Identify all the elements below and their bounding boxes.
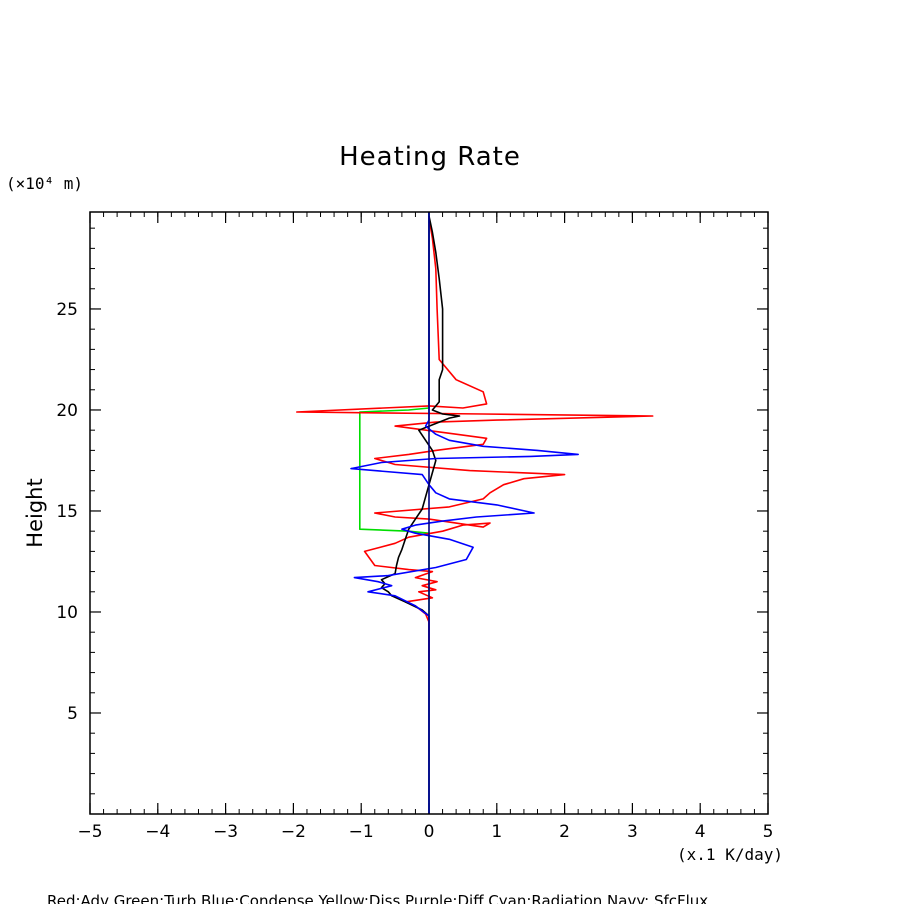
series-line-red-adv: [295, 217, 654, 661]
x-tick-labels: −5 −4 −3 −2 −1 0 1 2 3 4 5: [77, 822, 773, 842]
legend-text: Red:Adv Green:Turb Blue:Condense Yellow:…: [47, 892, 708, 904]
x-tick-label: −2: [281, 822, 306, 842]
series-line-green-turb: [358, 212, 430, 814]
chart-title: Heating Rate: [339, 142, 521, 172]
series-layer: [295, 212, 654, 814]
plot-frame: [89, 211, 769, 815]
y-tick-label: 10: [56, 603, 78, 623]
y-tick-label: 15: [56, 502, 78, 522]
x-tick-label: −1: [349, 822, 374, 842]
x-tick-label: 0: [424, 822, 435, 842]
x-tick-label: 3: [627, 822, 638, 842]
x-axis-unit: (x.1 K/day): [677, 845, 783, 864]
x-tick-label: 4: [695, 822, 706, 842]
series-line-black-total: [380, 215, 461, 617]
x-tick-label: 5: [763, 822, 774, 842]
y-tick-labels: 5 10 15 20 25: [56, 300, 78, 724]
y-axis-label: Height: [23, 478, 47, 547]
x-tick-label: −5: [77, 822, 102, 842]
y-tick-label: 20: [56, 401, 78, 421]
x-tick-label: 1: [491, 822, 502, 842]
x-tick-label: −3: [213, 822, 238, 842]
x-tick-label: −4: [145, 822, 170, 842]
series-line-blue-condense: [350, 212, 580, 814]
x-tick-label: 2: [559, 822, 570, 842]
y-tick-label: 5: [67, 704, 78, 724]
y-tick-label: 25: [56, 300, 78, 320]
y-axis-unit: (×10⁴ m): [6, 174, 83, 193]
